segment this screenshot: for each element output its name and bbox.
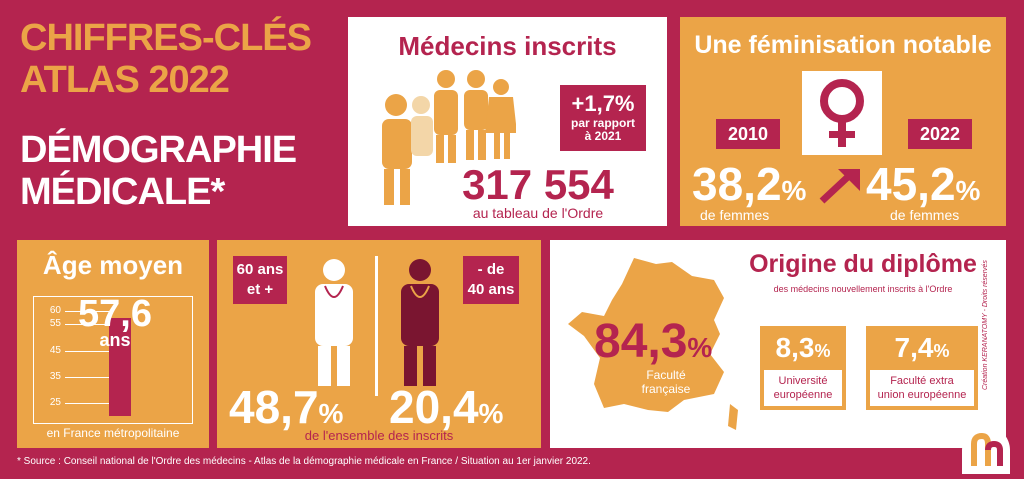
growth-sub-2: à 2021 <box>584 129 622 143</box>
age-footer: en France métropolitaine <box>46 426 180 440</box>
women-label-2022: de femmes <box>890 207 960 223</box>
pct-2010-sign: % <box>781 175 807 206</box>
medecins-panel: Médecins inscrits +1,7% par rapport à 20… <box>348 17 667 226</box>
credit-text: Création KERANATOMY - Droits réservés <box>982 260 989 390</box>
pct-2022-value: 45,2 <box>866 158 956 210</box>
age-tick-line <box>65 350 109 352</box>
medecins-count: 317 554 <box>462 161 614 208</box>
pct-2010-value: 38,2 <box>692 158 782 210</box>
eu-pct-value: 8,3 <box>775 332 815 363</box>
age-tick-line <box>65 311 109 313</box>
age-unit: ans <box>99 330 131 350</box>
title-line-1: CHIFFRES-CLÉS <box>20 17 312 59</box>
pct-over-60-value: 48,7 <box>229 381 319 433</box>
label-60-plus-line-2: et + <box>246 281 274 298</box>
france-pct-sign: % <box>687 332 713 363</box>
title-line-2: ATLAS 2022 <box>20 59 230 101</box>
noneu-box: 7,4% Faculté extra union européenne <box>866 326 978 410</box>
france-pct-value: 84,3 <box>594 315 688 368</box>
pct-under-40-value: 20,4 <box>389 381 479 433</box>
feminisation-heading: Une féminisation notable <box>694 31 992 59</box>
year-2010-badge: 2010 <box>716 119 780 149</box>
noneu-pct-value: 7,4 <box>894 332 934 363</box>
age-tick-label: 55 <box>49 318 61 330</box>
ordre-logo-icon <box>971 432 1003 466</box>
france-label-line-1: Faculté <box>646 368 686 382</box>
women-label-2010: de femmes <box>700 207 770 223</box>
title-line-4: MÉDICALE* <box>20 171 225 213</box>
pct-over-60-sign: % <box>318 398 344 429</box>
label-60-plus: 60 ans et + <box>233 256 287 304</box>
doctors-group-icon <box>382 70 516 205</box>
eu-pct: 8,3% <box>760 332 846 364</box>
medecins-heading: Médecins inscrits <box>398 31 617 61</box>
age-tick-line <box>65 324 109 326</box>
title-line-3: DÉMOGRAPHIE <box>20 129 297 171</box>
noneu-label-line-1: Faculté extra <box>890 375 954 387</box>
year-2022-badge: 2022 <box>908 119 972 149</box>
pct-under-40-sign: % <box>478 398 504 429</box>
noneu-label-line-2: union européenne <box>877 389 967 401</box>
origine-panel: 84,3% Faculté française Origine du diplô… <box>550 240 1006 448</box>
france-label: Faculté française <box>614 368 718 396</box>
age-bar <box>109 317 131 416</box>
growth-value: +1,7% <box>571 91 635 116</box>
pct-over-60: 48,7% <box>229 380 343 434</box>
arrow-up-right-icon <box>819 169 860 204</box>
female-symbol-box <box>802 71 882 155</box>
age-tick-label: 35 <box>49 370 61 382</box>
age-tick-line <box>65 402 109 404</box>
france-map-icon <box>568 258 738 430</box>
age-tick-label: 60 <box>49 305 61 317</box>
eu-label: Université européenne <box>764 370 842 406</box>
age-tick-label: 45 <box>49 344 61 356</box>
growth-sub-1: par rapport <box>570 116 635 130</box>
age-split-footer: de l'ensemble des inscrits <box>304 428 454 443</box>
divider <box>375 256 378 396</box>
pct-2022-sign: % <box>955 175 981 206</box>
eu-label-line-1: Université <box>778 375 828 387</box>
source-note: * Source : Conseil national de l'Ordre d… <box>17 456 591 467</box>
age-gauge-frame <box>33 296 193 424</box>
pct-under-40: 20,4% <box>389 380 503 434</box>
age-panel: Âge moyen 57,6 ans en France métropolita… <box>17 240 209 448</box>
logo-badge <box>962 426 1010 474</box>
age-split-panel: 60 ans et + - de 40 ans 48,7% 20,4% de l… <box>217 240 541 448</box>
label-under-40-line-1: - de <box>477 261 505 278</box>
noneu-pct: 7,4% <box>866 332 978 364</box>
label-under-40: - de 40 ans <box>463 256 519 304</box>
label-under-40-line-2: 40 ans <box>467 281 515 298</box>
eu-box: 8,3% Université européenne <box>760 326 846 410</box>
noneu-label: Faculté extra union européenne <box>870 370 974 406</box>
age-value: 57,6 <box>78 293 152 335</box>
medecins-count-sub: au tableau de l'Ordre <box>472 205 604 221</box>
pct-2022: 45,2% <box>866 157 980 211</box>
origine-subheading: des médecins nouvellement inscrits à l'O… <box>773 284 953 294</box>
age-heading: Âge moyen <box>42 250 184 280</box>
female-symbol-icon <box>820 79 864 147</box>
origine-heading: Origine du diplôme <box>749 250 977 278</box>
feminisation-panel: Une féminisation notable 2010 2022 38,2%… <box>680 17 1006 226</box>
age-tick-line <box>65 376 109 378</box>
eu-pct-sign: % <box>814 341 831 361</box>
france-pct: 84,3% <box>594 314 712 369</box>
age-tick-label: 25 <box>49 396 61 408</box>
pct-2010: 38,2% <box>692 157 806 211</box>
young-doctor-icon <box>401 259 439 386</box>
france-label-line-2: française <box>641 382 691 396</box>
label-60-plus-line-1: 60 ans <box>236 261 284 278</box>
growth-badge: +1,7% par rapport à 2021 <box>560 85 646 151</box>
senior-doctor-icon <box>315 259 353 386</box>
noneu-pct-sign: % <box>933 341 950 361</box>
eu-label-line-2: européenne <box>773 389 833 401</box>
